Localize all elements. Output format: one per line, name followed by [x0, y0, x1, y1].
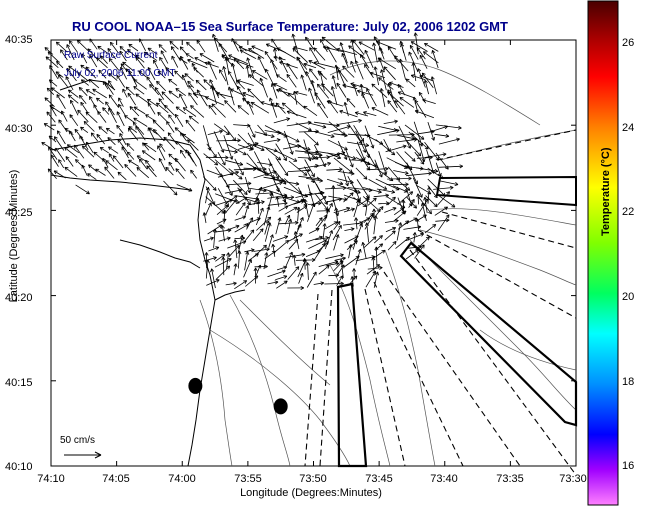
colorbar: [587, 0, 619, 506]
legend-line-2: July 02, 2006 11:00 GMT: [64, 68, 176, 79]
colorbar-tick: 16: [622, 460, 635, 472]
scale-arrow: [64, 451, 102, 459]
y-tick-label: 40:25: [5, 207, 33, 219]
scale-label: 50 cm/s: [60, 435, 96, 446]
chart-title: RU COOL NOAA–15 Sea Surface Temperature:…: [72, 19, 508, 34]
y-tick-label: 40:20: [5, 292, 33, 304]
plot-frame: [50, 39, 577, 467]
colorbar-tick: 24: [622, 122, 635, 134]
colorbar-label: Temperature (°C): [600, 147, 612, 236]
x-tick-label: 73:50: [299, 473, 327, 485]
y-tick-marks: [51, 39, 576, 467]
colorbar-tick: 26: [622, 37, 635, 49]
y-tick-label: 40:30: [5, 123, 33, 135]
current-vectors: [41, 32, 464, 290]
colorbar-tick: 20: [622, 291, 635, 303]
station-marker: [273, 398, 288, 415]
x-tick-label: 73:40: [430, 473, 458, 485]
y-tick-label: 40:10: [5, 461, 33, 473]
x-tick-label: 73:35: [496, 473, 524, 485]
y-tick-label: 40:15: [5, 377, 33, 389]
x-tick-label: 73:45: [365, 473, 393, 485]
y-tick-label: 40:35: [5, 34, 33, 46]
station-marker: [188, 377, 203, 394]
station-markers: [188, 377, 288, 415]
x-tick-label: 73:30: [559, 473, 587, 485]
x-tick-label: 74:10: [37, 473, 65, 485]
x-tick-label: 74:00: [168, 473, 196, 485]
x-tick-label: 74:05: [102, 473, 130, 485]
colorbar-tick: 22: [622, 206, 635, 218]
x-tick-marks: [50, 40, 577, 466]
x-tick-label: 73:55: [234, 473, 262, 485]
legend-line-1: Raw Surface Current: [64, 50, 158, 61]
colorbar-tick: 18: [622, 376, 635, 388]
x-axis-label: Longitude (Degrees:Minutes): [240, 487, 382, 499]
